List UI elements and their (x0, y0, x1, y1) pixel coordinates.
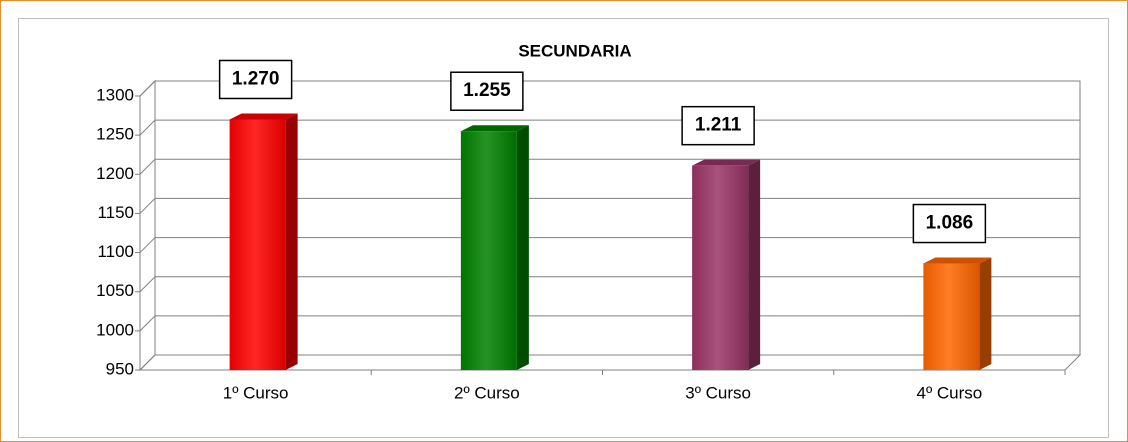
bar (460, 131, 517, 370)
x-tick-label: 1º Curso (223, 383, 289, 402)
y-tick-label: 1150 (97, 203, 134, 222)
value-label-box (912, 203, 987, 244)
bar-top (229, 113, 298, 120)
bar-side (516, 125, 529, 370)
grid-line (139, 158, 1080, 175)
y-tick-label: 1100 (97, 242, 134, 261)
bar-top (460, 125, 529, 132)
y-tick-label: 1300 (96, 85, 134, 104)
bar (692, 165, 749, 370)
y-tick-label: 1250 (96, 125, 134, 144)
y-tick-label: 1000 (96, 320, 134, 339)
grid-line (139, 315, 1080, 332)
bar-side (979, 257, 992, 370)
value-label: 1.255 (463, 80, 511, 101)
bar-side (748, 159, 761, 370)
bar-side (285, 113, 298, 370)
grid-line (139, 119, 1080, 136)
bar (229, 119, 286, 370)
value-label-box (681, 105, 755, 146)
grid-line (139, 80, 1080, 97)
value-label: 1.086 (926, 213, 974, 234)
bar-top (923, 257, 992, 264)
y-tick-label: 1200 (96, 164, 134, 183)
side-wall (139, 79, 156, 372)
grid-line (139, 354, 1080, 371)
bar-top (692, 159, 761, 166)
value-label-box (450, 71, 524, 111)
y-tick-label: 1050 (96, 281, 134, 300)
y-tick-label: 950 (106, 359, 134, 378)
grid-line (139, 276, 1080, 293)
bar (923, 263, 980, 370)
x-tick-label: 3º Curso (685, 383, 751, 402)
x-tick-label: 2º Curso (454, 383, 520, 402)
value-label: 1.211 (695, 115, 742, 136)
grid-line (139, 237, 1080, 253)
value-label: 1.270 (232, 69, 280, 90)
value-label-box (218, 59, 293, 100)
grid-line (139, 197, 1080, 214)
chart-title: SECUNDARIA (518, 41, 631, 60)
x-tick-label: 4º Curso (917, 383, 983, 402)
